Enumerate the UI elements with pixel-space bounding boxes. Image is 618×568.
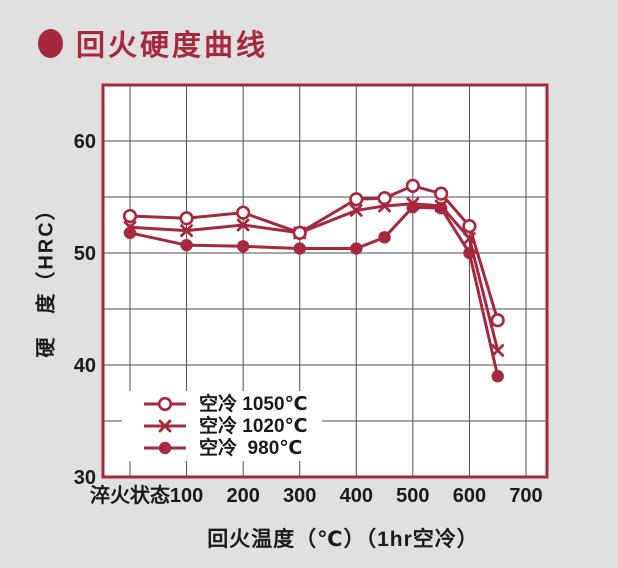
x-tick-label: 100 — [170, 485, 203, 507]
marker-filled-circle-icon — [378, 231, 391, 244]
marker-x-icon — [123, 220, 137, 234]
legend-item: 空冷 980℃ — [142, 437, 308, 459]
x-axis-title: 回火温度（℃）（1hr空冷） — [207, 528, 479, 551]
marker-open-circle-icon — [236, 205, 251, 220]
legend-marker-filled-circle — [144, 441, 186, 455]
y-tick-label: 40 — [74, 355, 96, 377]
marker-x-icon — [349, 204, 363, 217]
marker-open-circle-icon — [462, 219, 477, 234]
marker-filled-circle-icon — [350, 242, 363, 255]
x-tick-label: 300 — [283, 485, 316, 507]
marker-filled-circle-icon — [158, 441, 172, 455]
marker-x-icon — [434, 199, 448, 213]
y-tick-label: 50 — [74, 243, 96, 265]
marker-x-icon — [406, 197, 420, 211]
marker-x-icon — [491, 344, 505, 357]
marker-x-icon — [180, 224, 193, 237]
marker-filled-circle-icon — [236, 240, 250, 253]
legend-item: 空冷 1050℃ — [142, 393, 308, 415]
x-tick-label: 700 — [509, 485, 542, 507]
marker-open-circle-icon — [377, 191, 392, 206]
legend-marker-open-circle — [144, 396, 186, 412]
marker-x-icon — [158, 419, 172, 433]
x-tick-label: 淬火状态 — [90, 483, 170, 507]
y-axis-title: 硬 度（HRC） — [35, 198, 58, 358]
chart-legend: 空冷 1050℃ 空冷 1020℃ 空冷 980℃ — [122, 391, 322, 461]
marker-open-circle-icon — [434, 186, 449, 201]
legend-label: 空冷 1050℃ — [199, 393, 308, 415]
bullet-icon — [38, 28, 63, 58]
plot-border — [101, 83, 549, 479]
series-line — [129, 184, 500, 321]
page-header: 回火硬度曲线 — [38, 22, 268, 64]
page-title: 回火硬度曲线 — [76, 30, 269, 62]
marker-open-circle-icon — [179, 211, 194, 226]
marker-x-icon — [236, 218, 250, 232]
marker-open-circle-icon — [292, 225, 307, 240]
x-tick-label: 600 — [453, 485, 486, 507]
series-line — [129, 205, 500, 377]
series-line — [129, 202, 500, 351]
legend-label: 空冷 980℃ — [199, 437, 303, 459]
x-tick-label: 400 — [340, 485, 373, 507]
marker-filled-circle-icon — [180, 238, 193, 252]
marker-filled-circle-icon — [491, 370, 504, 383]
y-tick-label: 60 — [74, 131, 96, 153]
x-tick-label: 200 — [226, 485, 259, 507]
marker-open-circle-icon — [490, 313, 505, 328]
y-tick-label: 30 — [74, 467, 96, 489]
marker-open-circle-icon — [349, 192, 364, 207]
marker-filled-circle-icon — [293, 242, 306, 255]
legend-item: 空冷 1020℃ — [142, 415, 308, 437]
x-tick-label: 500 — [396, 485, 429, 507]
marker-open-circle-icon — [122, 208, 138, 224]
legend-label: 空冷 1020℃ — [199, 415, 308, 437]
legend-marker-x — [144, 419, 186, 433]
marker-open-circle-icon — [157, 396, 173, 412]
marker-open-circle-icon — [405, 178, 420, 193]
